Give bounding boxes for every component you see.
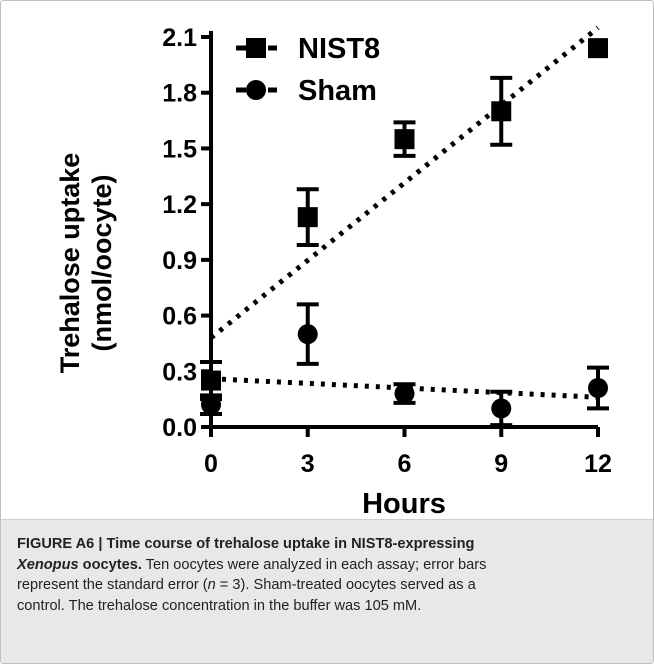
point-nist8 [201,370,221,391]
y-tick-label: 0.3 [162,358,197,386]
y-tick-label: 0.6 [162,303,197,331]
point-nist8 [297,207,318,228]
legend-label-nist8: NIST8 [298,33,380,65]
y-tick-label: 2.1 [162,24,197,52]
y-tick-label: 1.8 [162,80,197,108]
x-tick-label: 12 [584,450,612,478]
trendline-nist8 [209,25,600,340]
x-tick-label: 0 [204,450,218,478]
point-nist8 [588,38,608,59]
point-sham [588,378,608,398]
caption-title-rest: oocytes. [78,556,142,573]
y-tick-label: 1.2 [162,191,197,219]
caption-text-3: control. The trehalose concentration in … [17,597,422,614]
y-tick-label: 1.5 [162,135,197,163]
point-sham [201,394,221,415]
y-tick-label: 0.9 [162,247,197,275]
data-marks [200,38,609,428]
y-axis-label-line2: (nmol/oocyte) [87,174,117,351]
caption-text-1: Ten oocytes were analyzed in each assay;… [141,556,487,573]
point-sham [394,383,415,404]
x-tick-label: 3 [301,450,315,478]
point-sham [297,324,318,345]
legend-marker-sham [246,80,266,100]
chart: 0.0 0.3 0.6 0.9 1.2 1.5 1.8 2.1 0 3 6 9 12 NIST8 Sham… [55,24,612,519]
figure-caption: FIGURE A6 | Time course of trehalose upt… [1,519,653,663]
point-nist8 [491,101,512,122]
legend-label-sham: Sham [298,75,377,107]
x-tick-label: 9 [494,450,508,478]
trendlines [209,25,600,400]
y-axis-label-line1: Trehalose uptake [55,153,85,374]
caption-label: FIGURE A6 | Time course of trehalose upt… [17,536,475,552]
axes: 0.0 0.3 0.6 0.9 1.2 1.5 1.8 2.1 0 3 6 9 12 [162,24,612,478]
trendline-sham [210,376,599,400]
point-sham [491,398,512,419]
x-axis-label: Hours [362,488,446,519]
y-tick-label: 0.0 [162,414,197,442]
caption-n: n [207,577,216,593]
legend: NIST8 Sham [236,33,380,107]
caption-text-2a: represent the standard error ( [17,577,208,593]
legend-marker-nist8 [246,38,266,58]
point-nist8 [394,129,415,150]
caption-title-italic: Xenopus [17,556,79,573]
x-tick-label: 6 [398,450,412,478]
caption-text-2b: = 3). Sham-treated oocytes served as a [215,577,476,593]
